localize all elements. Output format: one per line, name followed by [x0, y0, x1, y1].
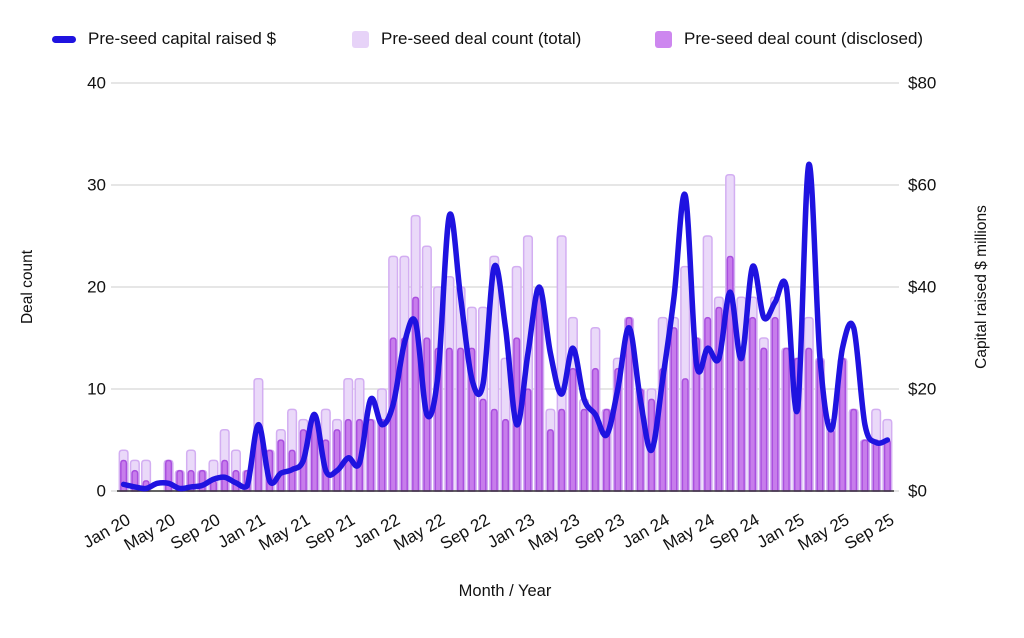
- legend-item-capital-raised: Pre-seed capital raised $: [52, 24, 276, 54]
- right-axis-title: Capital raised $ millions: [973, 205, 990, 369]
- x-axis-title: Month / Year: [459, 582, 552, 600]
- left-axis-tick-labels: 0 10 20 30 40: [87, 74, 106, 501]
- svg-text:May 22: May 22: [390, 510, 448, 554]
- svg-text:May 25: May 25: [795, 510, 853, 554]
- svg-text:$60: $60: [908, 176, 936, 195]
- svg-text:Sep 23: Sep 23: [572, 510, 628, 553]
- svg-text:$40: $40: [908, 278, 936, 297]
- svg-text:$20: $20: [908, 380, 936, 399]
- svg-text:May 24: May 24: [660, 510, 718, 554]
- legend-label: Pre-seed capital raised $: [88, 29, 277, 48]
- line-swatch-icon: [52, 35, 76, 43]
- capital-raised-line: [120, 161, 891, 492]
- left-axis-title: Deal count: [19, 249, 36, 324]
- chart-legend: Pre-seed capital raised $ Pre-seed deal …: [0, 24, 1024, 54]
- legend-item-deal-count-disclosed: Pre-seed deal count (disclosed): [655, 24, 923, 54]
- legend-label: Pre-seed deal count (disclosed): [684, 29, 924, 48]
- svg-text:Sep 22: Sep 22: [437, 510, 493, 553]
- legend-label: Pre-seed deal count (total): [381, 29, 582, 48]
- svg-text:May 21: May 21: [256, 510, 314, 554]
- svg-text:May 20: May 20: [121, 510, 179, 554]
- svg-text:30: 30: [87, 176, 106, 195]
- svg-text:$80: $80: [908, 74, 936, 93]
- svg-text:20: 20: [87, 278, 106, 297]
- svg-text:40: 40: [87, 74, 106, 93]
- square-swatch-icon: [655, 30, 672, 48]
- bar-series-disclosed: [120, 255, 891, 492]
- svg-text:$0: $0: [908, 482, 927, 501]
- svg-text:0: 0: [97, 482, 106, 501]
- svg-text:Sep 25: Sep 25: [841, 510, 897, 553]
- right-axis-tick-labels: $0 $20 $40 $60 $80: [908, 74, 936, 501]
- svg-text:May 23: May 23: [525, 510, 583, 554]
- square-swatch-icon: [352, 30, 369, 48]
- svg-text:Sep 21: Sep 21: [302, 510, 358, 553]
- svg-text:Sep 24: Sep 24: [706, 510, 762, 553]
- legend-item-deal-count-total: Pre-seed deal count (total): [352, 24, 581, 54]
- svg-text:10: 10: [87, 380, 106, 399]
- svg-text:Sep 20: Sep 20: [167, 510, 223, 553]
